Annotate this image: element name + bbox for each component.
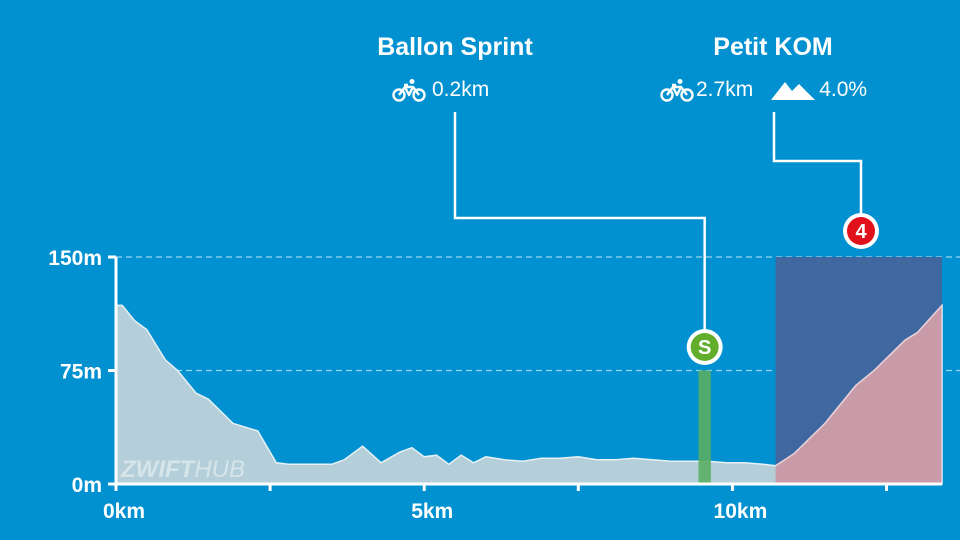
y-tick-label: 150m [48,247,102,270]
x-tick-label: 0km [103,500,145,523]
kom-badge-label: 4 [855,221,867,243]
svg-text:ZWIFTHUB: ZWIFTHUB [120,456,245,483]
kom-gradient: 4.0% [819,78,868,101]
kom-leader-line [772,112,863,214]
segment-badges: S4 [686,213,879,365]
bicycle-icon [392,79,426,102]
kom-badge: 4 [843,213,879,249]
kom-meta: 2.7km 4.0% [660,78,867,102]
sprint-meta: 0.2km [392,78,489,102]
sprint-badge-label: S [698,337,711,359]
elevation-area [115,303,943,485]
kom-elevation-fill [775,304,942,485]
y-tick-label: 75m [60,361,102,384]
x-tick-label: 5km [411,500,453,523]
x-tick-label: 10km [714,500,768,523]
kom-distance: 2.7km [696,78,754,101]
axis-ticks: 0m 75m 150m 0km 5km 10km [48,247,889,523]
mountain-icon [771,82,816,100]
sprint-segment-rect [698,370,711,484]
segment-leader-lines [453,112,863,330]
zwifthub-watermark: ZWIFTHUB [120,456,245,483]
sprint-leader-line [453,112,706,330]
bicycle-icon [660,79,694,102]
sprint-distance: 0.2km [432,78,490,101]
kom-title: Petit KOM [713,33,833,61]
sprint-badge: S [686,329,723,365]
y-tick-label: 0m [72,474,102,497]
kom-badge-fill [847,217,875,245]
sprint-badge-fill [690,333,719,361]
sprint-segment-bar [698,370,711,484]
sprint-title: Ballon Sprint [377,33,533,61]
watermark-part1: ZWIFT [120,456,197,483]
watermark-part2: HUB [194,456,245,483]
